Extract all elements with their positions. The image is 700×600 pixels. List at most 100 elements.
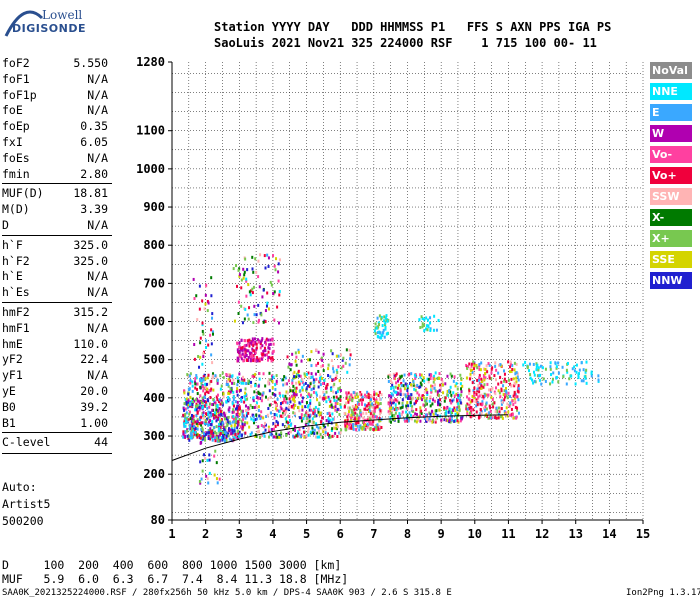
echo-point — [323, 393, 326, 397]
echo-point — [216, 409, 219, 413]
echo-point — [510, 377, 513, 381]
echo-point — [286, 401, 289, 405]
echo-point — [247, 283, 250, 287]
echo-point — [475, 392, 478, 396]
echo-point — [493, 390, 496, 394]
echo-point — [295, 386, 298, 390]
echo-point — [322, 430, 325, 434]
echo-point — [259, 417, 262, 421]
echo-point — [211, 408, 214, 412]
y-tick-label: 300 — [143, 429, 165, 443]
echo-point — [218, 398, 221, 402]
echo-point — [194, 398, 197, 402]
echo-point — [187, 437, 190, 441]
echo-point — [211, 330, 214, 334]
echo-point — [334, 408, 337, 412]
echo-point — [284, 417, 287, 421]
echo-point — [347, 391, 350, 395]
x-tick-label: 7 — [370, 527, 377, 541]
echo-point — [257, 275, 260, 279]
echo-point — [240, 304, 243, 308]
echo-point — [330, 387, 333, 391]
echo-point — [516, 375, 519, 379]
echo-point — [229, 428, 232, 432]
echo-point — [252, 357, 255, 361]
echo-point — [360, 393, 363, 397]
echo-point — [255, 313, 258, 317]
echo-point — [216, 381, 219, 385]
echo-point — [212, 413, 215, 417]
echo-point — [471, 371, 474, 375]
echo-point — [237, 406, 240, 410]
echo-point — [412, 382, 415, 386]
echo-point — [248, 344, 251, 348]
echo-point — [456, 416, 459, 420]
echo-point — [414, 384, 417, 388]
echo-point — [332, 365, 335, 369]
echo-point — [193, 297, 196, 301]
echo-point — [256, 417, 259, 421]
echo-point — [203, 436, 206, 440]
echo-point — [277, 270, 280, 274]
echo-point — [274, 387, 277, 391]
echo-point — [190, 413, 193, 417]
echo-point — [317, 361, 320, 365]
echo-point — [373, 415, 376, 419]
echo-point — [376, 316, 379, 320]
echo-point — [517, 378, 520, 382]
echo-point — [428, 399, 431, 403]
echo-point — [227, 384, 230, 388]
echo-point — [278, 289, 281, 293]
echo-point — [294, 425, 297, 429]
echo-point — [187, 400, 190, 404]
echo-point — [204, 431, 207, 435]
echo-point — [193, 425, 196, 429]
echo-point — [373, 409, 376, 413]
echo-point — [305, 419, 308, 423]
echo-point — [240, 399, 243, 403]
echo-point — [194, 431, 197, 435]
echo-point — [209, 434, 212, 438]
param-value: N/A — [87, 269, 108, 284]
echo-point — [441, 380, 444, 384]
echo-point — [224, 414, 227, 418]
echo-point — [305, 387, 308, 391]
echo-point — [283, 412, 286, 416]
legend-item: X- — [650, 209, 692, 226]
echo-point — [191, 417, 194, 421]
echo-point — [296, 434, 299, 438]
legend-item: NNE — [650, 83, 692, 100]
echo-point — [371, 395, 374, 399]
echo-point — [445, 412, 448, 416]
echo-point — [478, 373, 481, 377]
echo-point — [278, 391, 281, 395]
echo-point — [414, 412, 417, 416]
echo-point — [204, 377, 207, 381]
echo-point — [282, 410, 285, 414]
echo-point — [392, 372, 395, 376]
echo-point — [257, 405, 260, 409]
echo-point — [252, 419, 255, 423]
echo-point — [251, 291, 254, 295]
echo-point — [229, 379, 232, 383]
echo-point — [269, 411, 272, 415]
echo-point — [219, 422, 222, 426]
echo-point — [207, 412, 210, 416]
echo-point — [313, 384, 316, 388]
echo-point — [423, 379, 426, 383]
echo-point — [449, 416, 452, 420]
echo-point — [273, 290, 276, 294]
echo-point — [409, 404, 412, 408]
echo-point — [358, 428, 361, 432]
echo-point — [315, 377, 318, 381]
echo-point — [298, 374, 301, 378]
echo-point — [210, 276, 213, 280]
echo-point — [203, 404, 206, 408]
param-value: N/A — [87, 368, 108, 383]
echo-point — [245, 343, 248, 347]
echo-point — [502, 384, 505, 388]
echo-point — [239, 348, 242, 352]
echo-point — [209, 411, 212, 415]
echo-point — [484, 367, 487, 371]
echo-point — [449, 385, 452, 389]
